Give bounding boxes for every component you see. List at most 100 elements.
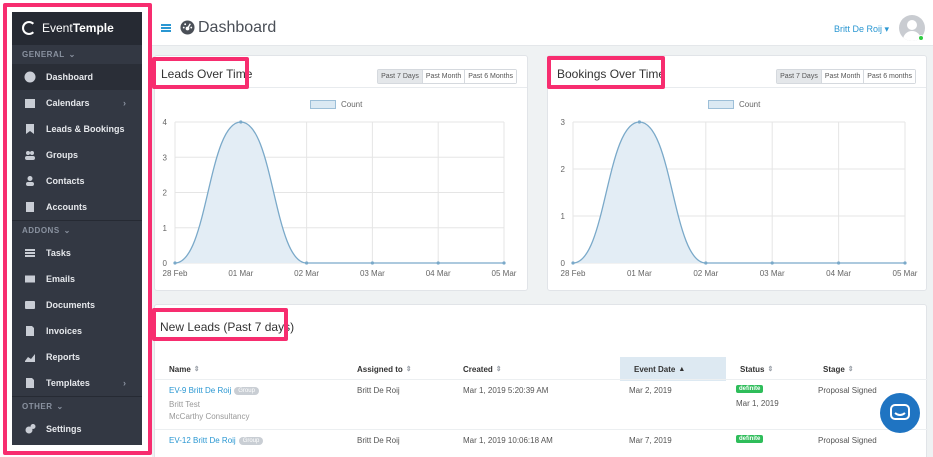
sort-asc-icon: ▲ (678, 365, 686, 373)
sidebar-item-label: Dashboard (46, 72, 94, 82)
sidebar-item-leads-bookings[interactable]: Leads & Bookings (12, 116, 142, 142)
sidebar-item-reports[interactable]: Reports (12, 344, 142, 370)
sidebar-item-calendars[interactable]: Calendars › (12, 90, 142, 116)
y-tick-label: 2 (163, 189, 168, 198)
column-header-created[interactable]: Created ⇕ (463, 364, 502, 374)
y-tick-label: 4 (163, 118, 168, 127)
legend-label: Count (739, 100, 761, 109)
invoice-icon (24, 325, 36, 337)
brand-logo[interactable]: EventTemple (12, 12, 142, 44)
x-tick-label: 05 Mar (893, 269, 918, 278)
x-tick-label: 01 Mar (627, 269, 652, 278)
leads-chart-card: Leads Over Time Past 7 Days Past Month P… (154, 55, 528, 291)
sidebar-section-header[interactable]: GENERAL ⌄ (12, 44, 142, 64)
bookings-chart: 0 1 2 3 28 Feb 01 Mar 02 Mar 03 Mar 04 Mar 05 Mar (561, 118, 918, 278)
leads-range-toggle: Past 7 Days Past Month Past 6 Months (377, 69, 517, 84)
chevron-down-icon: ⌄ (68, 50, 76, 59)
lead-stage: Proposal Signed (818, 386, 877, 395)
sidebar-item-label: Reports (46, 352, 81, 362)
y-tick-label: 3 (561, 118, 566, 127)
sidebar-item-tasks[interactable]: Tasks (12, 240, 142, 266)
user-menu[interactable]: Britt De Roij ▾ (834, 24, 889, 35)
caret-down-icon: ▾ (884, 24, 889, 34)
sidebar-item-label: Templates (46, 378, 90, 388)
x-tick-label: 28 Feb (561, 269, 586, 278)
leads-chart-title: Leads Over Time (161, 67, 253, 81)
sidebar-item-label: Calendars (46, 98, 90, 108)
sidebar-section-header[interactable]: ADDONS ⌄ (12, 220, 142, 240)
data-point (173, 261, 177, 265)
lead-event-date: Mar 7, 2019 (629, 436, 672, 445)
y-tick-label: 1 (561, 212, 566, 221)
new-leads-title: New Leads (Past 7 days) (160, 320, 295, 334)
y-tick-label: 0 (561, 259, 566, 268)
status-badge: definite (736, 385, 764, 393)
lead-name-link[interactable]: EV-9 Britt De Roij Group (169, 386, 259, 395)
sidebar-item-emails[interactable]: Emails (12, 266, 142, 292)
column-header-event-date[interactable]: Event Date ▲ (620, 357, 726, 381)
column-header-status[interactable]: Status ⇕ (740, 364, 774, 374)
sidebar-item-label: Accounts (46, 202, 88, 212)
sidebar-item-groups[interactable]: Groups (12, 142, 142, 168)
section-label: OTHER (22, 402, 53, 411)
chat-launcher-button[interactable] (880, 393, 920, 433)
column-header-stage[interactable]: Stage ⇕ (823, 364, 854, 374)
y-tick-label: 2 (561, 165, 566, 174)
sidebar-item-settings[interactable]: Settings (12, 416, 142, 442)
leads-chart: 0 1 2 3 4 28 Feb 01 Mar 02 Mar 03 Mar 04 Mar 05 Ma… (163, 118, 517, 278)
leads-range-month-button[interactable]: Past Month (421, 70, 465, 83)
leads-chart-legend: Count (310, 100, 362, 109)
sidebar-item-label: Emails (46, 274, 76, 284)
bookings-range-7days-button[interactable]: Past 7 Days (777, 70, 821, 83)
section-label: ADDONS (22, 226, 60, 235)
dashboard-icon (180, 20, 195, 35)
gears-icon (24, 423, 36, 435)
bookings-range-month-button[interactable]: Past Month (820, 70, 864, 83)
lead-account: McCarthy Consultancy (169, 412, 250, 421)
sidebar-item-accounts[interactable]: Accounts (12, 194, 142, 220)
data-point (903, 261, 907, 265)
table-divider (155, 429, 928, 430)
group-tag: Group (238, 437, 264, 445)
sidebar-item-invoices[interactable]: Invoices (12, 318, 142, 344)
chevron-down-icon: ⌄ (63, 226, 71, 235)
bookmark-icon (24, 123, 36, 135)
legend-swatch (310, 100, 336, 109)
data-point (436, 261, 440, 265)
x-tick-label: 02 Mar (693, 269, 718, 278)
y-tick-label: 3 (163, 153, 168, 162)
sidebar-item-contacts[interactable]: Contacts (12, 168, 142, 194)
x-tick-label: 04 Mar (426, 269, 451, 278)
sidebar: EventTemple GENERAL ⌄ Dashboard Calendars › L… (0, 0, 152, 457)
chevron-down-icon: ⌄ (56, 402, 64, 411)
bookings-range-6months-button[interactable]: Past 6 months (863, 70, 915, 83)
menu-toggle-icon[interactable] (161, 24, 171, 32)
lead-event-date: Mar 2, 2019 (629, 386, 672, 395)
leads-range-6months-button[interactable]: Past 6 Months (464, 70, 516, 83)
lead-name-link[interactable]: EV-12 Britt De Roij Group (169, 436, 264, 445)
sidebar-item-documents[interactable]: Documents (12, 292, 142, 318)
data-point (239, 120, 243, 124)
leads-range-7days-button[interactable]: Past 7 Days (378, 70, 422, 83)
sort-icon: ⇕ (495, 366, 502, 373)
user-name: Britt De Roij (833, 24, 882, 34)
sidebar-nav: GENERAL ⌄ Dashboard Calendars › Leads & Booki… (12, 44, 142, 442)
sidebar-section-header[interactable]: OTHER ⌄ (12, 396, 142, 416)
data-point (305, 261, 309, 265)
x-tick-label: 05 Mar (492, 269, 517, 278)
x-tick-label: 04 Mar (826, 269, 851, 278)
lead-stage: Proposal Signed (818, 436, 877, 445)
lead-created: Mar 1, 2019 5:20:39 AM (463, 386, 549, 395)
table-divider (155, 379, 928, 380)
data-point (637, 120, 641, 124)
chevron-right-icon: › (123, 378, 126, 388)
sidebar-item-label: Invoices (46, 326, 83, 336)
column-header-assigned[interactable]: Assigned to ⇕ (357, 364, 412, 374)
sidebar-item-dashboard[interactable]: Dashboard (12, 64, 142, 90)
series-area (175, 122, 504, 263)
top-header: Dashboard Britt De Roij ▾ (152, 0, 933, 46)
column-header-name[interactable]: Name ⇕ (169, 364, 200, 374)
sidebar-item-templates[interactable]: Templates › (12, 370, 142, 396)
x-tick-label: 03 Mar (760, 269, 785, 278)
sidebar-item-label: Settings (46, 424, 82, 434)
